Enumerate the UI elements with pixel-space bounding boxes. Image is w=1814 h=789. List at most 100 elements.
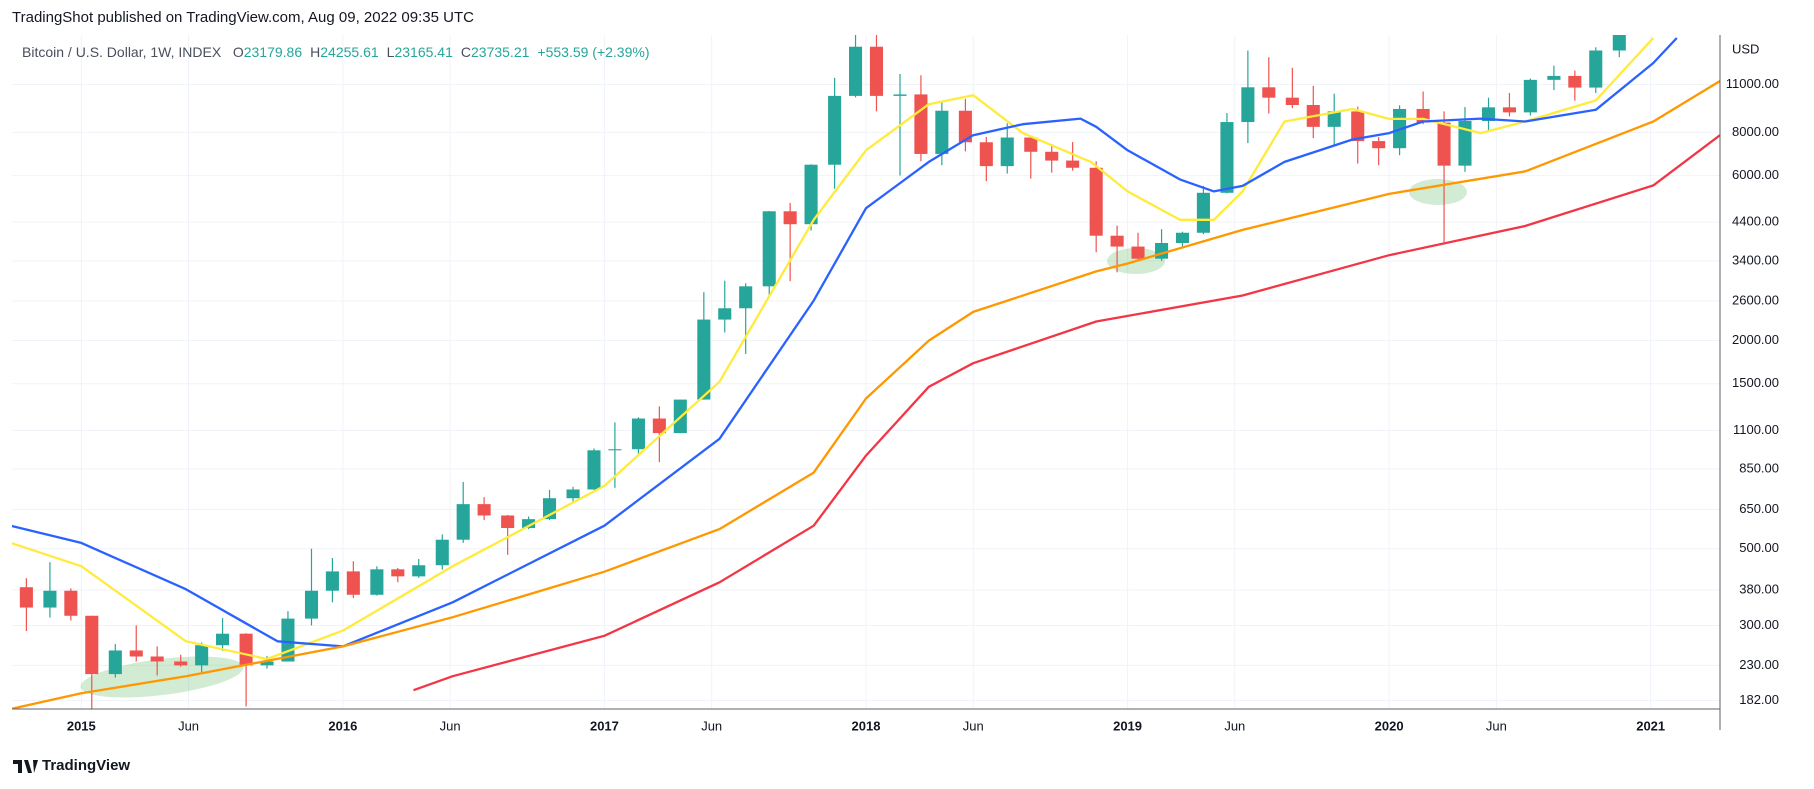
candle-body [587,450,601,490]
candle-body [652,418,666,434]
candle-body [893,94,907,96]
candle-body [631,418,645,450]
candle-body [501,515,515,529]
candle-body [1437,122,1451,166]
ohlc-value: 23179.86 [243,44,303,60]
candle-body [1024,137,1038,152]
candle-body [608,449,622,451]
candle-body [85,615,99,675]
currency-label: USD [1732,41,1759,56]
candle-body [718,308,732,320]
y-tick-label: 182.00 [1739,692,1779,707]
candle-body [1547,75,1561,80]
ohlc-value: 24255.61 [320,44,379,60]
x-tick-label: 2015 [67,718,96,733]
y-tick-label: 650.00 [1739,501,1779,516]
candle-body [304,590,319,619]
ohlc-key: C [460,44,471,60]
candle-body [108,650,122,675]
x-tick-label: Jun [1486,718,1507,733]
symbol-name: Bitcoin / U.S. Dollar, 1W, INDEX [22,44,222,60]
footer-brand: TradingView [42,757,131,774]
x-tick-label: Jun [178,718,199,733]
y-tick-label: 2600.00 [1732,293,1779,308]
y-tick-label: 4400.00 [1732,214,1779,229]
candle-body [1110,235,1124,247]
candle-body [1175,232,1190,243]
ohlc-key: H [310,44,321,60]
x-tick-label: 2018 [852,718,881,733]
candle-body [1372,141,1386,149]
candle-body [391,569,405,577]
candle-body [697,319,711,400]
plot-area [12,35,1720,709]
x-tick-label: Jun [701,718,722,733]
candle-body [412,565,426,577]
x-tick-label: Jun [1224,718,1245,733]
candle-body [979,142,993,167]
candle-body [1000,137,1014,167]
ohlc-key: O [232,44,244,60]
candle-body [260,661,274,666]
candle-body [1089,167,1103,236]
symbol-legend: Bitcoin / U.S. Dollar, 1W, INDEX O23179.… [22,44,658,60]
candle-body [1155,242,1169,259]
x-tick-label: Jun [440,718,461,733]
publish-header: TradingShot published on TradingView.com… [12,9,474,26]
y-tick-label: 2000.00 [1732,332,1779,347]
candle-body [958,110,972,143]
candle-body [129,650,143,657]
candle-body [19,587,33,608]
candle-body [848,46,863,96]
y-tick-label: 11000.00 [1726,76,1779,91]
moving-average-line [12,37,1678,648]
y-tick-label: 230.00 [1739,657,1779,672]
y-tick-label: 850.00 [1739,460,1779,475]
candle-body [566,489,580,499]
candle-body [762,211,776,287]
candle-body [370,569,384,595]
candle-body [195,645,209,666]
candle-body [1241,87,1255,123]
candle-body [1327,111,1341,127]
candle-body [1351,111,1365,142]
candle-body [1568,75,1582,88]
moving-average-line [12,80,1720,709]
candle-body [1285,97,1299,105]
candle-body [804,164,818,225]
candle-body [1262,87,1276,98]
y-tick-label: 3400.00 [1732,252,1779,267]
candle-body [1502,107,1516,113]
y-tick-label: 380.00 [1739,581,1779,596]
change-value: +553.59 (+2.39%) [537,44,650,60]
ohlc-value: 23735.21 [471,44,530,60]
y-tick-label: 500.00 [1739,540,1779,555]
candle-body [739,286,753,309]
candle-body [1066,160,1080,168]
y-tick-label: 8000.00 [1732,124,1779,139]
x-tick-label: 2017 [590,718,619,733]
y-tick-label: 300.00 [1739,617,1779,632]
y-tick-label: 6000.00 [1732,167,1779,182]
x-tick-label: Jun [963,718,984,733]
candle-body [1220,122,1234,193]
candle-body [914,94,928,154]
candle-body [935,110,949,154]
candle-body [522,519,536,529]
x-tick-label: 2016 [328,718,357,733]
candle-body [869,46,884,96]
candle-body [1612,35,1626,51]
candle-body [150,656,164,662]
candle-body [1523,79,1537,113]
candle-body [1045,151,1059,161]
candle-body [1458,120,1472,166]
candle-body [1196,192,1210,233]
moving-average-line [12,37,1655,661]
candle-body [1131,246,1145,259]
candle-body [1481,107,1496,121]
ohlc-value: 23165.41 [394,44,453,60]
candle-body [435,539,449,566]
candle-body [64,590,78,616]
